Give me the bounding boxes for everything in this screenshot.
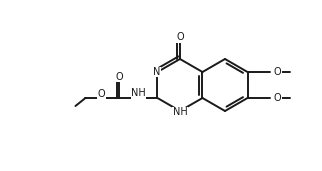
Text: O: O — [273, 93, 281, 103]
Text: O: O — [176, 32, 184, 43]
Text: NH: NH — [173, 107, 187, 117]
Text: NH: NH — [131, 89, 146, 98]
Text: N: N — [153, 67, 160, 77]
Text: O: O — [116, 71, 123, 82]
Text: O: O — [98, 89, 105, 99]
Text: O: O — [273, 67, 281, 77]
